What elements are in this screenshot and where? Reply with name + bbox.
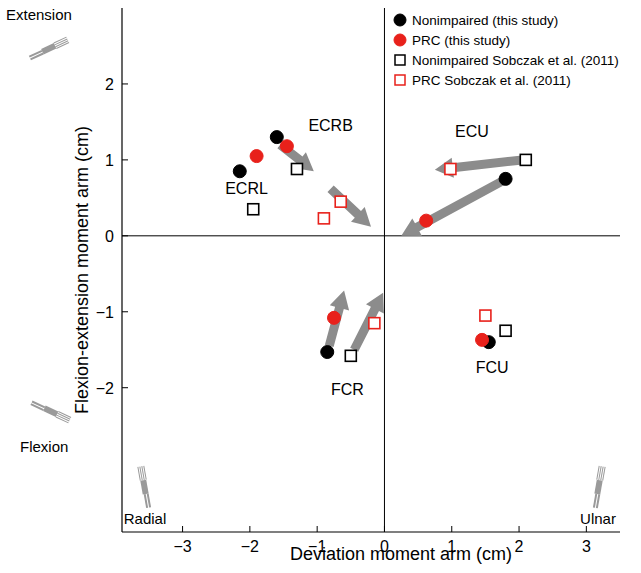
x-tick [249, 526, 250, 532]
hand-icon-finger [56, 417, 69, 423]
arrow [350, 293, 384, 352]
legend-label: Nonimpaired Sobczak et al. (2011) [412, 53, 619, 68]
ulnar-label: Ulnar [580, 510, 616, 527]
legend-label: PRC Sobczak et al. (2011) [412, 73, 571, 88]
flexion-label: Flexion [20, 438, 68, 455]
arrow [401, 177, 504, 236]
hand-icon-palm [43, 406, 58, 417]
y-tick [122, 387, 128, 388]
point [318, 213, 329, 224]
x-tick-label: −2 [241, 538, 259, 555]
hand-icon-arm [31, 404, 44, 410]
x-tick [317, 526, 318, 532]
annotation: FCU [476, 359, 509, 376]
hand-icon-finger [603, 467, 605, 481]
zero-line-y [122, 235, 620, 236]
point [476, 333, 489, 346]
y-axis-label: Flexion-extension moment arm (cm) [72, 126, 92, 414]
x-tick [384, 526, 385, 532]
y-tick [122, 311, 128, 312]
hand-icon [28, 37, 69, 60]
legend-label: PRC (this study) [412, 33, 510, 48]
point [500, 325, 511, 336]
zero-line-x [384, 8, 385, 532]
point [280, 140, 293, 153]
x-tick-label: 2 [515, 538, 524, 555]
point [233, 165, 246, 178]
point [345, 350, 356, 361]
annotation: ECRB [308, 117, 352, 134]
radial-label: Radial [124, 510, 167, 527]
x-axis-label: Deviation moment arm (cm) [290, 544, 512, 564]
hand-icon [592, 466, 605, 508]
hand-icon-finger [56, 43, 69, 49]
point [480, 310, 491, 321]
arrow [325, 291, 349, 348]
hand-icon [30, 400, 71, 423]
arrow [328, 186, 372, 227]
x-tick-label: 3 [582, 538, 591, 555]
point [445, 163, 456, 174]
hand-icon-arm [148, 494, 150, 508]
point [321, 346, 334, 359]
point [327, 311, 340, 324]
annotation: ECRL [225, 180, 268, 197]
hand-icon-arm [594, 494, 596, 508]
point [270, 131, 283, 144]
hand-icon-arm [31, 54, 44, 60]
legend-label: Nonimpaired (this study) [412, 13, 558, 28]
legend-marker [395, 75, 405, 85]
x-tick [182, 526, 183, 532]
y-tick-label: −1 [96, 304, 114, 321]
y-axis [121, 8, 122, 532]
point [499, 172, 512, 185]
x-axis [122, 531, 620, 532]
hand-icon-arm [145, 494, 147, 508]
point [335, 196, 346, 207]
hand-icon-palm [594, 480, 602, 495]
legend-marker [394, 34, 406, 46]
hand-icon-palm [140, 480, 148, 495]
x-tick [519, 526, 520, 532]
y-tick-label: −2 [96, 380, 114, 397]
y-tick [122, 235, 128, 236]
hand-icon-palm [41, 43, 56, 54]
legend-bg [388, 10, 618, 92]
point [250, 150, 263, 163]
y-tick-label: 1 [105, 152, 114, 169]
hand-icon-finger [144, 466, 146, 480]
hand-icon-arm [597, 494, 599, 508]
x-tick-label: −3 [173, 538, 191, 555]
hand-icon [138, 466, 151, 508]
marks [233, 131, 531, 362]
point [420, 214, 433, 227]
chart: −3−2−10123−2−1012Deviation moment arm (c… [0, 0, 641, 573]
point [291, 163, 302, 174]
y-tick-label: 0 [105, 228, 114, 245]
point [369, 318, 380, 329]
legend-marker [394, 14, 406, 26]
extension-label: Extension [6, 6, 72, 23]
y-tick [122, 83, 128, 84]
point [248, 204, 259, 215]
annotation: FCR [331, 381, 364, 398]
point [520, 154, 531, 165]
x-tick [451, 526, 452, 532]
legend: Nonimpaired (this study) PRC (this study)… [388, 10, 619, 92]
y-tick-label: 2 [105, 76, 114, 93]
y-tick [122, 159, 128, 160]
annotation: ECU [455, 123, 489, 140]
legend-marker [395, 55, 405, 65]
